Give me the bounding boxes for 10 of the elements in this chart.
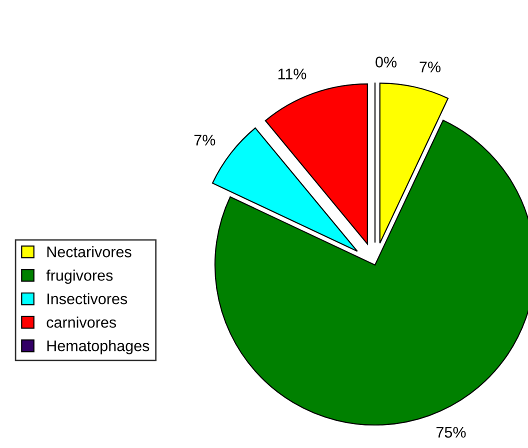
- legend-label: Insectivores: [48, 293, 128, 304]
- data-label: 7%: [194, 134, 216, 146]
- legend-label: Nectarivores: [47, 246, 132, 258]
- legend-label: frugivores: [46, 270, 113, 284]
- legend-label: Hematophages: [47, 340, 150, 354]
- data-label: 75%: [436, 426, 466, 438]
- text: 0%: [376, 56, 397, 68]
- legend-label: carnivores: [46, 316, 116, 328]
- data-label: 7%: [420, 62, 441, 72]
- data-label: 11%: [278, 68, 306, 80]
